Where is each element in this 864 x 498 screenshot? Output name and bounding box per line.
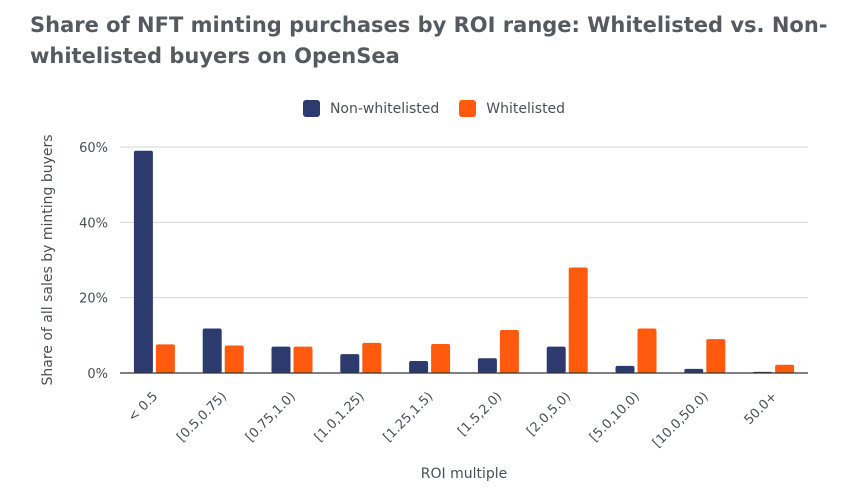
bar-non-whitelisted bbox=[133, 150, 153, 373]
legend-item-non-whitelisted: Non-whitelisted bbox=[299, 100, 439, 117]
bar-whitelisted bbox=[155, 344, 175, 373]
bar-whitelisted bbox=[499, 330, 519, 373]
bar-non-whitelisted bbox=[477, 358, 497, 373]
x-tick-label: [10.0,50.0) bbox=[650, 389, 712, 451]
legend-label-whitelisted: Whitelisted bbox=[486, 100, 566, 117]
x-tick-label: [1.0,1.25) bbox=[312, 389, 368, 445]
y-tick-label: 40% bbox=[79, 216, 108, 231]
bar-non-whitelisted bbox=[340, 354, 360, 373]
x-tick-label: [1.5,2.0) bbox=[455, 389, 505, 439]
bar-whitelisted bbox=[775, 364, 795, 373]
bar-whitelisted bbox=[568, 267, 588, 373]
x-axis-title: ROI multiple bbox=[421, 466, 508, 482]
x-tick-label: [0.75,1.0) bbox=[243, 389, 299, 445]
y-tick-label: 20% bbox=[79, 292, 108, 307]
bar-non-whitelisted bbox=[271, 346, 291, 373]
bar-non-whitelisted bbox=[202, 328, 222, 373]
bar-whitelisted bbox=[362, 342, 382, 373]
bar-whitelisted bbox=[637, 328, 657, 373]
legend-swatch-whitelisted bbox=[459, 100, 477, 117]
legend-swatch-non-whitelisted bbox=[302, 100, 320, 117]
legend: Non-whitelisted Whitelisted bbox=[0, 100, 864, 117]
legend-item-whitelisted: Whitelisted bbox=[455, 100, 565, 117]
bar-whitelisted bbox=[431, 343, 451, 373]
y-axis-title: Share of all sales by minting buyers bbox=[40, 134, 56, 385]
bar-non-whitelisted bbox=[546, 346, 566, 373]
x-tick-label: [2.0,5.0) bbox=[524, 389, 574, 439]
bar-whitelisted bbox=[224, 345, 244, 373]
bar-whitelisted bbox=[293, 346, 313, 373]
bar-whitelisted bbox=[706, 339, 726, 373]
x-tick-label: [1.25,1.5) bbox=[381, 389, 437, 445]
legend-label-non-whitelisted: Non-whitelisted bbox=[329, 100, 440, 117]
x-tick-label: < 0.5 bbox=[125, 389, 161, 425]
x-tick-label: [0.5,0.75) bbox=[174, 389, 230, 445]
y-tick-label: 60% bbox=[79, 141, 108, 156]
y-tick-label: 0% bbox=[87, 367, 108, 382]
x-tick-label: [5.0,10.0) bbox=[587, 389, 643, 445]
bar-non-whitelisted bbox=[615, 365, 635, 373]
chart-title: Share of NFT minting purchases by ROI ra… bbox=[30, 13, 828, 68]
bar-non-whitelisted bbox=[684, 368, 704, 373]
bar-non-whitelisted bbox=[409, 360, 429, 373]
x-tick-label: 50.0+ bbox=[742, 389, 781, 428]
